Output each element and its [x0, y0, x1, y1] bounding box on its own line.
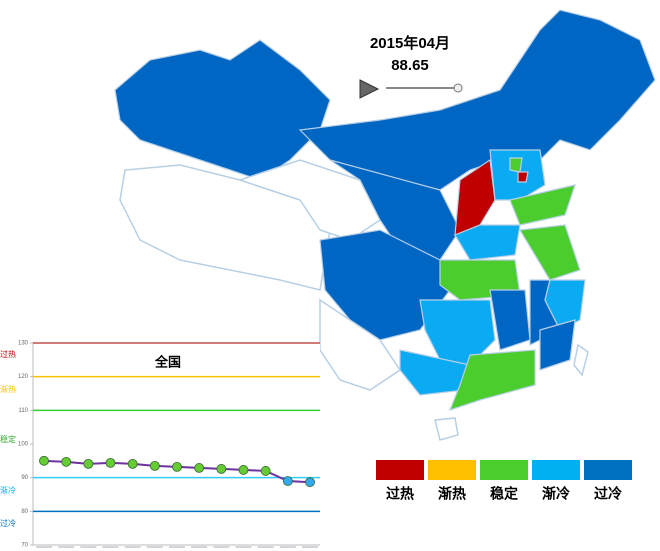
y-tick-label: 90: [21, 475, 28, 481]
region: [509, 184, 576, 226]
y-tick-label: 130: [18, 341, 29, 347]
legend-swatch: [584, 460, 632, 480]
data-point: [216, 464, 227, 474]
region: [119, 164, 331, 291]
region: [399, 349, 471, 396]
region: [434, 417, 459, 441]
y-tick-label: 110: [18, 408, 28, 414]
legend-label: 稳定: [490, 486, 518, 502]
zone-label: 渐冷: [0, 485, 16, 495]
legend-label: 渐冷: [542, 486, 570, 502]
slider-handle[interactable]: [453, 83, 463, 93]
legend-swatch: [532, 460, 580, 480]
region: [539, 319, 576, 371]
legend-label: 过热: [386, 486, 414, 502]
legend-swatch: [480, 460, 528, 480]
region: [454, 224, 521, 261]
map: [114, 9, 656, 441]
data-point: [149, 460, 160, 471]
zone-label: 过冷: [0, 518, 16, 528]
chart-title: 全国: [154, 354, 181, 369]
region: [519, 224, 581, 281]
zone-label: 渐热: [0, 384, 16, 394]
data-point: [172, 461, 182, 472]
region: [448, 349, 536, 411]
legend: 过热 渐热 稳定 渐冷 过冷: [376, 460, 632, 502]
y-tick-label: 100: [18, 442, 29, 448]
data-point: [39, 455, 49, 466]
index-value: 88.65: [391, 57, 429, 74]
chart-background: [33, 343, 320, 545]
data-point: [105, 457, 116, 468]
region: [509, 157, 523, 173]
zone-label: 稳定: [0, 434, 16, 444]
legend-label: 渐热: [438, 486, 466, 502]
data-point: [83, 458, 94, 469]
data-point: [61, 456, 72, 467]
legend-swatch: [376, 460, 424, 480]
region: [517, 171, 529, 183]
region: [489, 289, 531, 351]
y-tick-label: 120: [18, 374, 29, 380]
zone-label: 过热: [0, 349, 16, 359]
region: [454, 158, 496, 236]
data-point: [260, 466, 271, 476]
data-point: [305, 477, 315, 488]
data-point: [127, 458, 138, 469]
region: [237, 159, 381, 241]
data-point: [194, 463, 205, 473]
data-point: [282, 476, 293, 486]
y-tick-label: 70: [21, 543, 28, 549]
region: [114, 39, 331, 181]
data-point: [238, 465, 249, 475]
region: [298, 9, 656, 191]
region: [573, 343, 589, 377]
region: [319, 229, 451, 341]
legend-label: 过冷: [594, 486, 622, 502]
region: [419, 299, 496, 366]
legend-swatch: [428, 460, 476, 480]
y-tick-label: 80: [21, 509, 28, 515]
play-button[interactable]: [359, 79, 380, 99]
period: 2015年04月: [370, 34, 450, 52]
